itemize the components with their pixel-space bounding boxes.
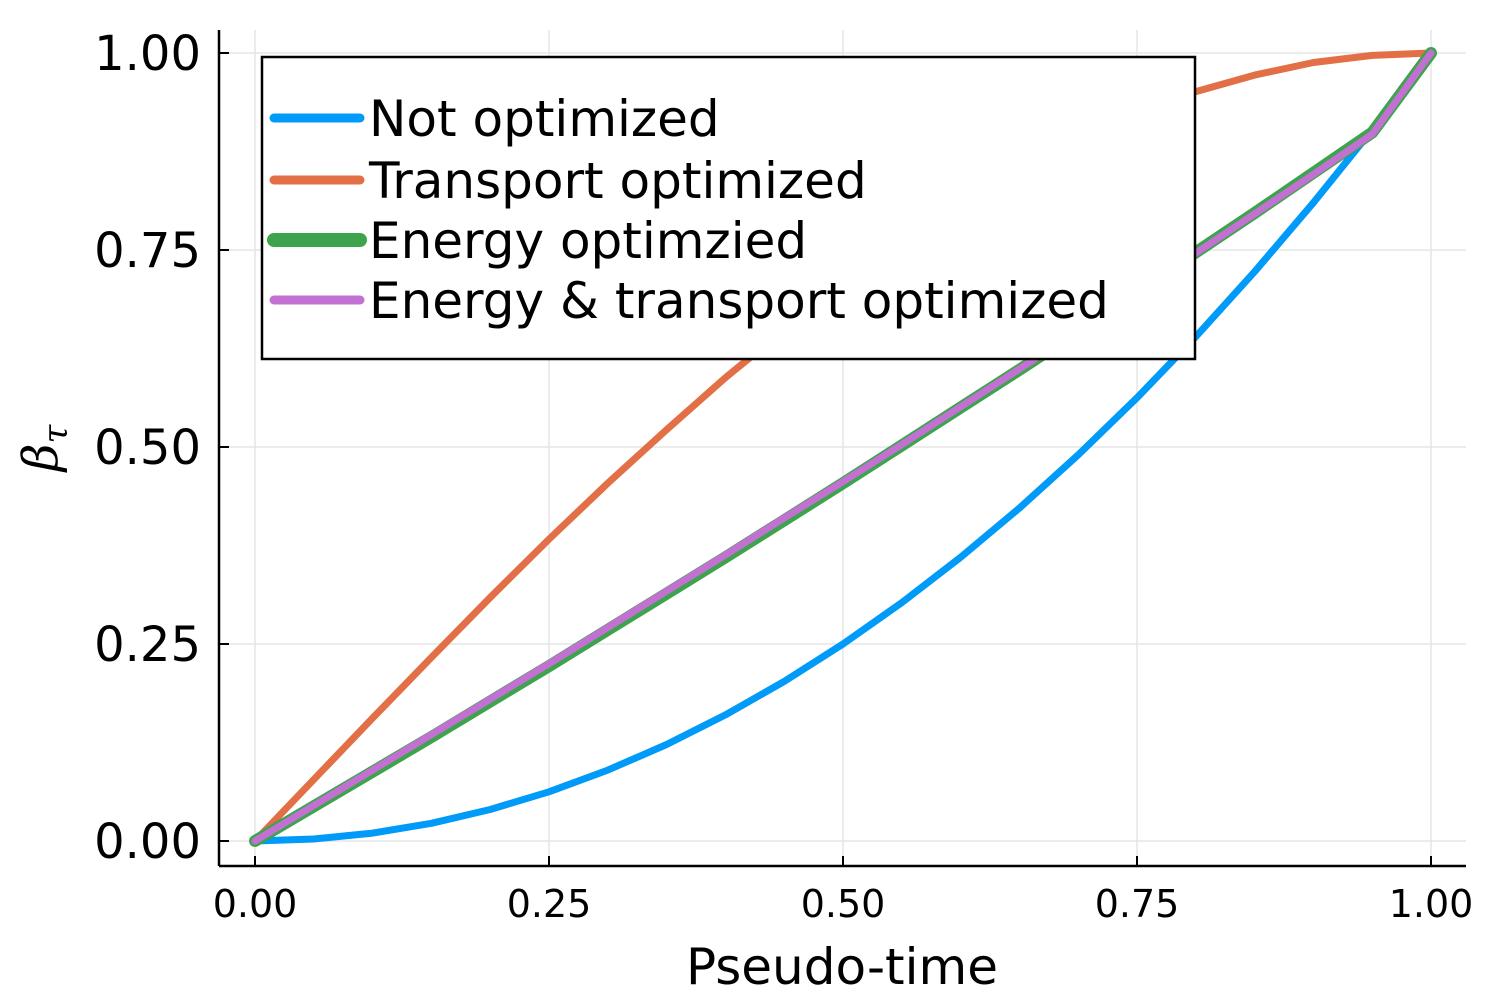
label-layer: Pseudo-time βτ [13,424,998,996]
y-tick-label-3: 0.75 [94,223,201,279]
legend-box [260,55,1197,361]
x-tick-label-1: 0.25 [507,882,592,926]
y-tick-label-0: 0.00 [94,814,201,870]
legend-label-1: Transport optimized [368,152,867,210]
y-tick-label-2: 0.50 [94,420,201,476]
legend-label-0: Not optimized [369,90,720,148]
y-axis-label-sub: τ [36,424,76,444]
x-tick-label-4: 1.00 [1389,882,1474,926]
x-tick-label-2: 0.50 [801,882,886,926]
series-line-3 [251,49,1435,845]
y-tick-label-4: 1.00 [94,26,201,82]
axes-layer: 0.00 0.25 0.50 0.75 1.00 0.00 0.25 0.50 0.75 1.00 [94,26,1473,926]
x-axis-label: Pseudo-time [686,938,998,996]
legend-label-3: Energy & transport optimized [369,272,1109,330]
y-axis-label-main: β [13,444,69,474]
y-axis-label: βτ [13,424,76,474]
x-tick-label-0: 0.00 [213,882,298,926]
x-tick-label-3: 0.75 [1095,882,1180,926]
series-line-0 [251,49,1435,845]
y-tick-label-1: 0.25 [94,617,201,673]
legend-label-2: Energy optimzied [369,212,807,270]
